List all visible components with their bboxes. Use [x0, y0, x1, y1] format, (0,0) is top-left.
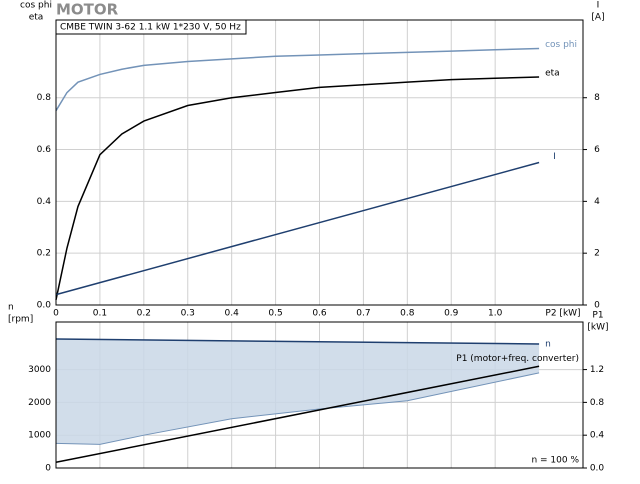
y2-tick-label: 0: [594, 301, 600, 311]
x-tick-label: 0.4: [225, 309, 240, 319]
y-tick-label: 0.8: [37, 93, 52, 103]
series-line: [55, 76, 540, 300]
y-axis-label: [rpm]: [8, 315, 33, 325]
x-axis-label: P2 [kW]: [545, 309, 580, 319]
y-tick-label: 0.4: [37, 197, 52, 207]
y2-tick-label: 6: [594, 145, 600, 155]
x-tick-label: 0.3: [181, 309, 195, 319]
y2-axis-label: [kW]: [587, 323, 608, 333]
series-line: [55, 365, 540, 463]
y-axis-label: n: [8, 303, 14, 313]
x-tick-label: 0.7: [356, 309, 370, 319]
subtitle: CMBE TWIN 3-62 1.1 kW 1*230 V, 50 Hz: [60, 23, 241, 33]
series-line: [55, 338, 540, 345]
y-tick-label: 3000: [28, 365, 51, 375]
y-tick-label: 0.2: [37, 249, 51, 259]
y2-tick-label: 1.2: [590, 365, 604, 375]
series-label: I: [553, 152, 556, 162]
x-tick-label: 0: [53, 309, 59, 319]
x-tick-label: 0.6: [312, 309, 327, 319]
plot-frame: [55, 321, 584, 469]
y-tick-label: 0.0: [37, 301, 52, 311]
x-tick-label: 0.1: [93, 309, 107, 319]
y2-tick-label: 4: [594, 197, 600, 207]
x-tick-label: 0.5: [268, 309, 282, 319]
y2-tick-label: 0.8: [590, 398, 605, 408]
x-tick-label: 1.0: [488, 309, 503, 319]
annotation: n = 100 %: [531, 456, 579, 466]
y-axis-label: cos phi: [20, 1, 52, 11]
series-label: eta: [545, 69, 560, 79]
series-label: n: [545, 339, 551, 349]
y-axis-label: eta: [29, 13, 44, 23]
band-line: [55, 372, 540, 445]
y2-axis-label: [A]: [591, 13, 604, 23]
y2-tick-label: 0.0: [590, 464, 605, 474]
series-label: P1 (motor+freq. converter): [456, 354, 579, 364]
y2-axis-label: I: [597, 1, 600, 11]
y-tick-label: 0: [45, 464, 51, 474]
x-tick-label: 0.9: [444, 309, 459, 319]
page-title: MOTOR: [56, 1, 119, 19]
plot-frame: [55, 19, 584, 306]
series-label: cos phi: [545, 40, 577, 50]
series-line: [55, 161, 540, 296]
y-tick-label: 2000: [28, 398, 51, 408]
x-tick-label: 0.8: [400, 309, 415, 319]
y2-axis-label: P1: [592, 311, 603, 321]
band-fill: [56, 339, 540, 445]
y2-tick-label: 2: [594, 249, 600, 259]
y2-tick-label: 8: [594, 93, 600, 103]
y-tick-label: 0.6: [37, 145, 52, 155]
y-tick-label: 1000: [28, 431, 51, 441]
series-line: [55, 47, 540, 112]
y2-tick-label: 0.4: [590, 431, 605, 441]
x-tick-label: 0.2: [137, 309, 151, 319]
